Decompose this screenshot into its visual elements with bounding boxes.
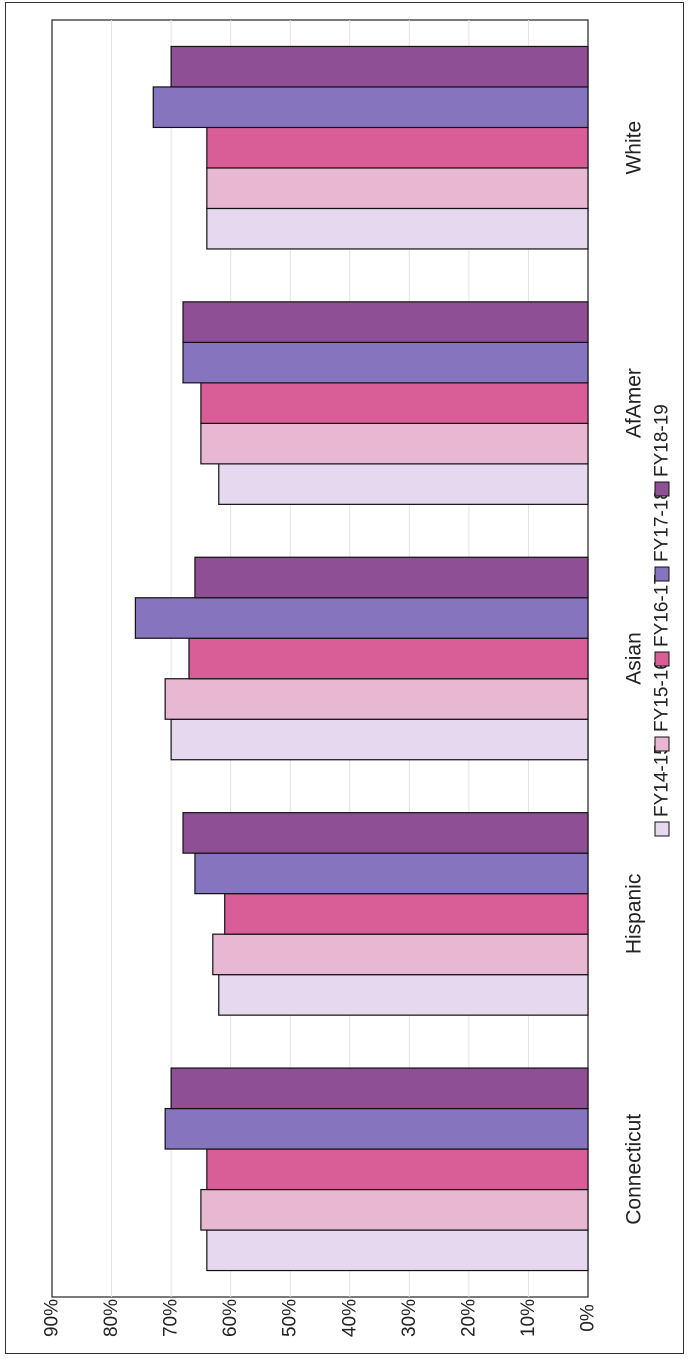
bar: [200, 1188, 589, 1231]
category-label: Hispanic: [623, 874, 646, 955]
legend-label: FY15-16: [652, 659, 673, 732]
value-ticks: 0% 10% 20% 30% 40% 50% 60% 70% 80% 90%: [42, 1299, 599, 1337]
category-label: Asian: [623, 632, 646, 685]
bar: [188, 637, 589, 680]
legend-swatch: [654, 736, 670, 752]
value-tick-label: 60%: [220, 1299, 241, 1337]
bar: [182, 341, 589, 384]
bar: [194, 852, 589, 895]
category-label: AfAmer: [623, 368, 646, 438]
bar: [152, 86, 589, 129]
legend-label: FY16-17: [652, 574, 673, 647]
bar: [212, 933, 589, 976]
bar: [182, 301, 589, 343]
value-tick-label: 40%: [339, 1299, 360, 1337]
bar: [170, 45, 589, 88]
bars: [134, 45, 589, 1272]
bar: [200, 382, 589, 424]
legend-swatch: [654, 821, 670, 837]
value-tick-label: 50%: [280, 1299, 301, 1337]
legend-label: FY17-18: [652, 489, 673, 562]
bar: [206, 167, 589, 210]
bar: [218, 463, 589, 505]
value-tick-label: 10%: [518, 1299, 539, 1337]
bar: [206, 126, 589, 169]
bar: [170, 718, 589, 761]
value-tick-label: 90%: [42, 1299, 63, 1337]
bar: [224, 893, 589, 935]
bar: [200, 422, 589, 465]
bar: [206, 1229, 589, 1272]
value-tick-label: 0%: [578, 1304, 599, 1332]
bar: [182, 812, 589, 854]
value-tick-label: 30%: [399, 1299, 420, 1337]
bar: [170, 1067, 589, 1110]
legend-swatch: [654, 481, 670, 497]
value-tick-label: 70%: [161, 1299, 182, 1337]
bar: [164, 1107, 589, 1150]
bar: [218, 974, 589, 1016]
legend-label: FY14-15: [652, 744, 673, 817]
legend-swatch: [654, 566, 670, 582]
legend-swatch: [654, 651, 670, 667]
value-tick-label: 20%: [458, 1299, 479, 1337]
bar: [194, 556, 589, 599]
bar: [164, 678, 589, 720]
bar: [206, 207, 589, 250]
category-label: White: [623, 121, 646, 175]
bar: [134, 597, 589, 639]
legend-label: FY18-19: [652, 404, 673, 477]
legend: FY14-15 FY15-16 FY16-17 FY17-18 FY18-19: [652, 404, 673, 837]
bar: [206, 1148, 589, 1191]
category-labels: Connecticut Hispanic Asian AfAmer White: [623, 121, 646, 1225]
value-tick-label: 80%: [101, 1299, 122, 1337]
category-label: Connecticut: [623, 1114, 646, 1225]
